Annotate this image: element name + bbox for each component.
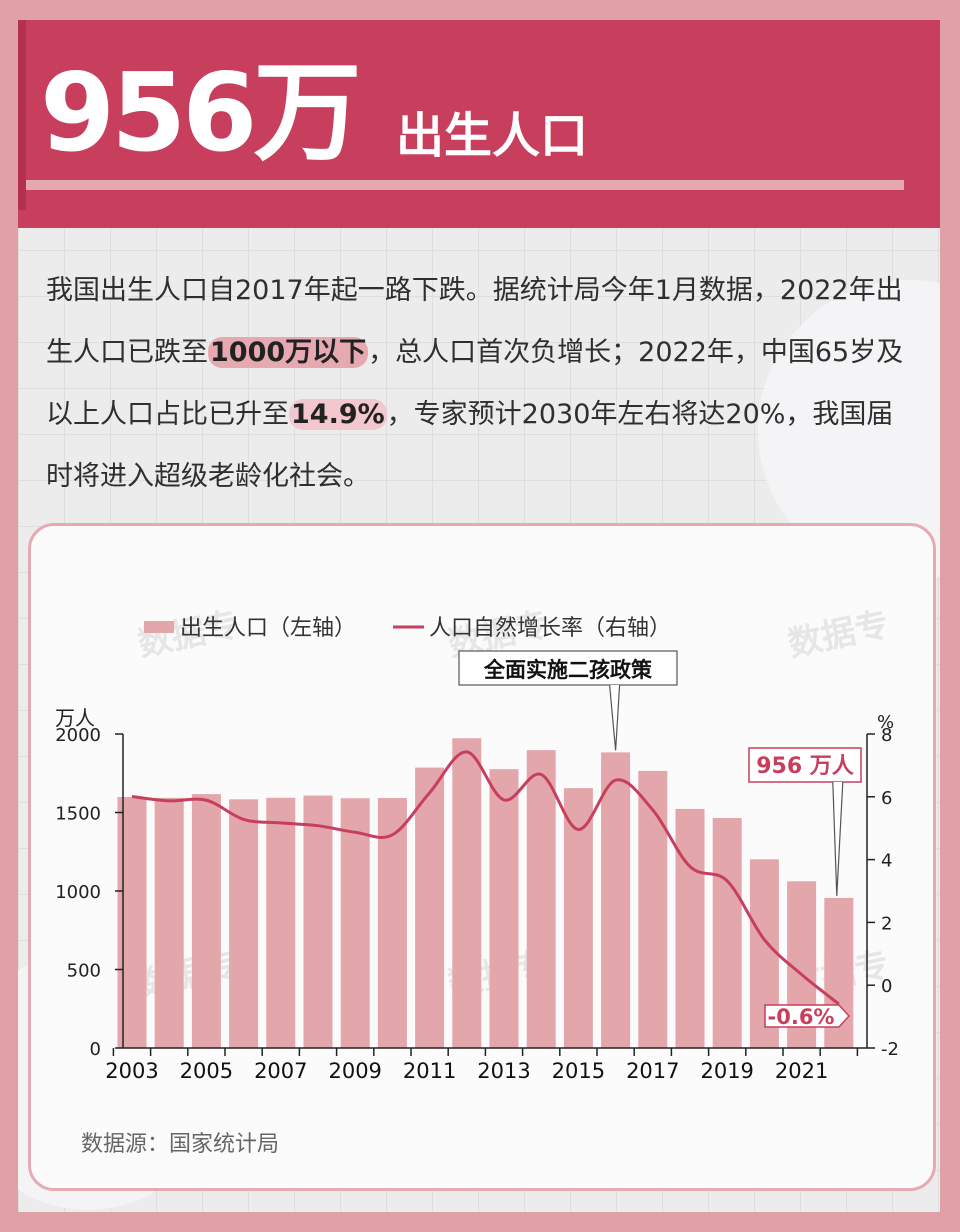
y-left-unit: 万人 xyxy=(55,706,95,730)
chart-card: 数据专数据专数据专数据专数据专数据专出生人口（左轴）人口自然增长率（右轴）万人%… xyxy=(28,523,936,1191)
highlight-births: 1000万以下 xyxy=(208,337,369,368)
intro-text: ，专家预计2030年左右将达20%，我国届时将进入超级老龄化社会。 xyxy=(46,399,894,492)
bar xyxy=(489,769,519,1048)
legend-bar-label: 出生人口（左轴） xyxy=(180,616,356,641)
y-left-tick-label: 0 xyxy=(90,1039,101,1060)
bar xyxy=(117,796,147,1048)
bar xyxy=(675,808,705,1048)
y-left-tick-label: 2000 xyxy=(55,725,101,746)
bar xyxy=(452,738,482,1048)
y-right-tick-label: -2 xyxy=(881,1039,899,1060)
x-tick-label: 2005 xyxy=(180,1059,233,1083)
bar xyxy=(563,788,593,1048)
bar xyxy=(229,799,259,1048)
bar xyxy=(191,794,221,1048)
highlight-elderly-share: 14.9% xyxy=(289,399,387,430)
policy-callout-box xyxy=(458,650,678,686)
intro-paragraph: 我国出生人口自2017年起一路下跌。据统计局今年1月数据，2022年出生人口已跌… xyxy=(46,260,918,508)
data-source: 数据源：国家统计局 xyxy=(81,1132,280,1157)
banner-accent-bar xyxy=(18,20,26,210)
bar xyxy=(154,797,184,1048)
rate-callout-box xyxy=(764,1004,851,1028)
y-right-tick-label: 4 xyxy=(881,851,892,872)
policy-callout-text: 全面实施二孩政策 xyxy=(483,658,653,682)
x-tick-label: 2019 xyxy=(700,1059,753,1083)
policy-callout-pointer xyxy=(609,684,621,751)
y-left-tick-label: 1500 xyxy=(55,804,101,825)
headline-number: 956万 xyxy=(40,51,361,176)
y-right-tick-label: 0 xyxy=(881,976,892,997)
watermark-text: 数据专 xyxy=(785,604,893,664)
rate-callout-text: -0.6% xyxy=(768,1005,835,1029)
bar xyxy=(377,798,407,1048)
births-callout-text: 956 万人 xyxy=(756,754,854,779)
legend-bar-swatch xyxy=(144,621,174,633)
x-tick-label: 2021 xyxy=(775,1059,828,1083)
x-tick-label: 2007 xyxy=(254,1059,307,1083)
y-right-tick-label: 8 xyxy=(881,725,892,746)
bar xyxy=(340,798,370,1048)
x-tick-label: 2011 xyxy=(403,1059,456,1083)
x-tick-label: 2015 xyxy=(552,1059,605,1083)
x-tick-label: 2017 xyxy=(626,1059,679,1083)
intro-text: 我国出生人口自2017年起一路下跌。据统计局今年1月数据，2022年出生人口已跌… xyxy=(46,275,903,368)
intro-text: ，总人口首次负增长；2022年，中国65岁及以上人口占比已升至 xyxy=(46,337,904,430)
bar xyxy=(303,795,333,1048)
bar xyxy=(638,770,668,1048)
legend-line-label: 人口自然增长率（右轴） xyxy=(429,616,671,641)
headline-subtitle: 出生人口 xyxy=(396,108,589,164)
x-tick-label: 2009 xyxy=(328,1059,381,1083)
y-left-tick-label: 1000 xyxy=(55,882,101,903)
bar xyxy=(712,817,742,1048)
y-left-tick-label: 500 xyxy=(67,961,101,982)
bar xyxy=(266,797,296,1048)
watermark-text: 数据专 xyxy=(135,944,243,1004)
header-banner: 956万 出生人口 xyxy=(18,20,940,228)
growth-rate-line xyxy=(131,750,840,1006)
births-callout-box xyxy=(748,747,862,783)
births-callout-pointer xyxy=(832,781,844,896)
y-right-tick-label: 6 xyxy=(881,788,892,809)
bar xyxy=(601,752,631,1048)
x-tick-label: 2013 xyxy=(477,1059,530,1083)
banner-underline xyxy=(26,180,904,190)
x-tick-label: 2003 xyxy=(105,1059,158,1083)
poster-frame: 956万 出生人口 我国出生人口自2017年起一路下跌。据统计局今年1月数据，2… xyxy=(18,20,940,1212)
y-right-unit: % xyxy=(877,712,894,733)
bar xyxy=(526,750,556,1048)
bar xyxy=(415,767,445,1048)
y-right-tick-label: 2 xyxy=(881,913,892,934)
combo-chart: 数据专数据专数据专数据专数据专数据专出生人口（左轴）人口自然增长率（右轴）万人%… xyxy=(55,604,899,1083)
